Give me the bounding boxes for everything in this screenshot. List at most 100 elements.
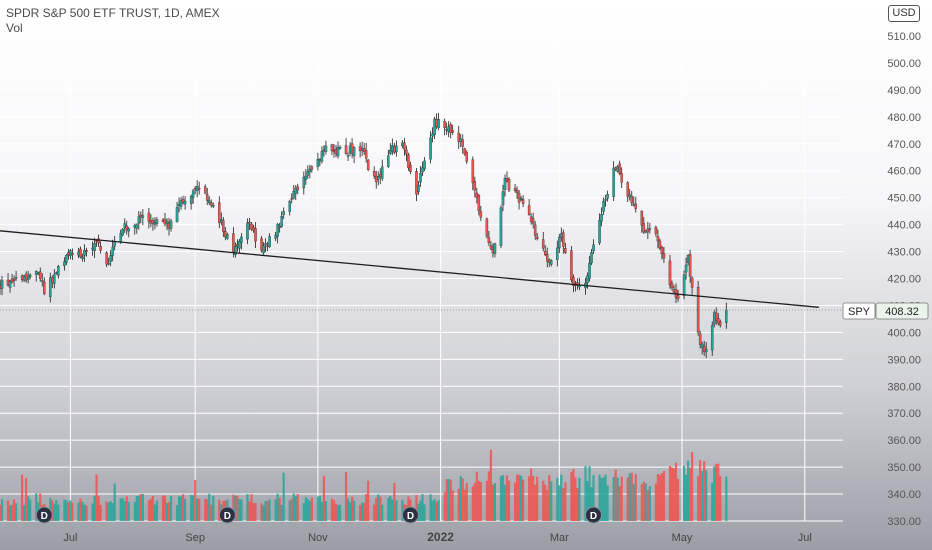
volume-bar bbox=[39, 493, 42, 521]
volume-bar bbox=[703, 461, 706, 521]
candle-body bbox=[169, 220, 173, 229]
candle-body bbox=[471, 159, 475, 183]
volume-bar bbox=[361, 502, 364, 521]
candle-body bbox=[324, 145, 328, 152]
candle-body bbox=[407, 154, 410, 168]
price-tick-label: 370.00 bbox=[887, 408, 921, 420]
candle-body bbox=[336, 146, 340, 157]
candle-body bbox=[364, 150, 368, 159]
candle-body bbox=[189, 196, 193, 204]
volume-bar bbox=[57, 504, 60, 521]
candle-body bbox=[250, 223, 253, 230]
volume-bar bbox=[686, 460, 690, 521]
volume-bar bbox=[389, 495, 392, 521]
volume-bar bbox=[421, 494, 424, 521]
volume-bar bbox=[8, 505, 12, 521]
volume-bar bbox=[660, 473, 664, 521]
volume-bar bbox=[513, 482, 517, 521]
volume-bar bbox=[169, 495, 173, 521]
volume-bar bbox=[123, 501, 126, 521]
volume-bar bbox=[550, 481, 553, 521]
volume-bar bbox=[471, 486, 474, 521]
candle-body bbox=[49, 277, 52, 297]
volume-bar bbox=[304, 497, 307, 521]
candle-body bbox=[449, 124, 452, 133]
candle-body bbox=[71, 252, 74, 255]
candle-body bbox=[415, 171, 418, 195]
volume-bar bbox=[119, 498, 122, 521]
candle-body bbox=[79, 248, 82, 258]
volume-bar bbox=[53, 503, 56, 521]
candle-body bbox=[710, 325, 714, 351]
dividend-marker-label: D bbox=[41, 511, 48, 522]
price-tick-label: 500.00 bbox=[887, 58, 921, 70]
volume-bar bbox=[451, 490, 454, 521]
volume-bar bbox=[55, 500, 58, 521]
volume-bar bbox=[109, 501, 112, 521]
trendline[interactable] bbox=[0, 230, 819, 308]
candle-body bbox=[381, 166, 384, 179]
candle-body bbox=[556, 247, 559, 260]
dividend-marker bbox=[585, 506, 603, 524]
volume-bar bbox=[27, 496, 30, 521]
candle-body bbox=[387, 155, 390, 167]
volume-bar bbox=[576, 488, 579, 521]
volume-bar bbox=[544, 484, 547, 521]
price-tick-label: 460.00 bbox=[887, 166, 921, 178]
candle-body bbox=[642, 223, 646, 233]
volume-bar bbox=[67, 502, 70, 521]
volume-bar bbox=[161, 495, 165, 521]
candle-body bbox=[366, 159, 370, 170]
dividend-marker-label: D bbox=[590, 511, 597, 522]
volume-bar bbox=[10, 504, 14, 521]
candle-body bbox=[226, 234, 229, 239]
volume-bar bbox=[507, 480, 511, 521]
volume-bar bbox=[522, 479, 525, 521]
price-tick-label: 390.00 bbox=[887, 354, 921, 366]
candle-body bbox=[646, 228, 650, 233]
candle-body bbox=[409, 164, 412, 172]
volume-bar bbox=[674, 462, 678, 521]
volume-bar bbox=[280, 505, 283, 521]
candle-body bbox=[85, 250, 88, 252]
candle-body bbox=[28, 274, 32, 277]
volume-bar bbox=[147, 500, 150, 521]
candle-body bbox=[620, 173, 623, 183]
candle-body bbox=[572, 277, 575, 286]
candle-body bbox=[254, 228, 257, 242]
volume-label[interactable]: Vol bbox=[6, 21, 23, 35]
candle-body bbox=[626, 182, 629, 197]
candle-body bbox=[81, 256, 84, 259]
candle-body bbox=[282, 211, 285, 215]
currency-button[interactable]: USD bbox=[888, 5, 920, 22]
volume-bar bbox=[379, 496, 382, 521]
volume-bar bbox=[574, 477, 577, 521]
candle-body bbox=[648, 228, 652, 230]
price-tick-label: 430.00 bbox=[887, 247, 921, 259]
candle-body bbox=[527, 205, 531, 216]
volume-bar bbox=[175, 505, 179, 521]
time-axis[interactable]: Jul Sep Nov 2022 Mar May Jul bbox=[63, 530, 811, 544]
volume-bar bbox=[620, 476, 623, 521]
volume-bar bbox=[190, 495, 193, 521]
candle-body bbox=[179, 200, 183, 207]
candle-body bbox=[501, 191, 505, 206]
candle-body bbox=[503, 178, 507, 190]
time-tick-label: Jul bbox=[798, 532, 812, 544]
volume-bar bbox=[435, 501, 438, 521]
price-axis[interactable]: 330.00 340.00 350.00 360.00 370.00 380.00 390.… bbox=[887, 31, 921, 528]
volume-bar bbox=[318, 495, 321, 521]
symbol-title[interactable]: SPDR S&P 500 ETF TRUST, 1D, AMEX bbox=[6, 6, 220, 20]
volume-bar bbox=[69, 500, 72, 521]
volume-bar bbox=[310, 497, 313, 521]
volume-bar bbox=[562, 488, 565, 521]
volume-bar bbox=[479, 481, 482, 521]
candle-body bbox=[8, 281, 12, 288]
volume-bar bbox=[542, 480, 545, 521]
volume-bar bbox=[648, 486, 651, 521]
volume-bar bbox=[336, 504, 340, 521]
candle-body bbox=[714, 312, 718, 321]
